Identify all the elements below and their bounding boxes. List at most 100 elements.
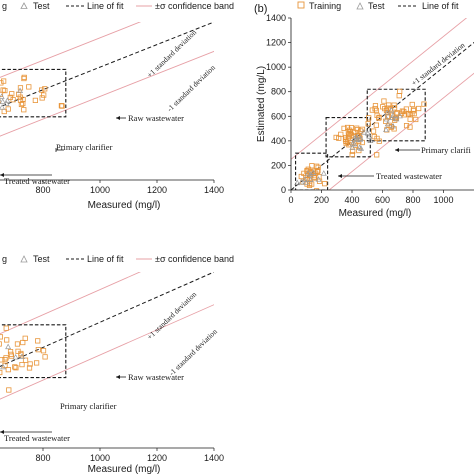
training-point	[370, 128, 377, 134]
training-point	[40, 348, 47, 354]
test-point	[0, 93, 5, 99]
test-point	[358, 145, 365, 151]
training-point	[372, 106, 378, 112]
training-point	[58, 103, 65, 109]
x-tick-label: 1000	[90, 185, 110, 195]
legend-a-fit-label: Line of fit	[87, 1, 124, 11]
training-point	[0, 80, 4, 86]
test-point	[389, 122, 396, 129]
training-point	[421, 101, 427, 107]
x-tick-label: 1400	[204, 185, 224, 195]
training-point	[298, 173, 304, 180]
training-point	[386, 102, 392, 108]
training-point	[366, 115, 372, 121]
treated-arrowhead-c	[0, 430, 4, 434]
training-point	[20, 96, 26, 103]
training-point	[26, 84, 32, 90]
training-point	[374, 152, 380, 158]
y-tick-label: 400	[271, 136, 286, 146]
panel-a: g Test Line of fit ±σ confidence band 40…	[0, 1, 234, 211]
plot-area-c	[0, 272, 214, 400]
training-point	[0, 341, 2, 347]
training-point	[380, 104, 386, 110]
training-point	[0, 369, 3, 376]
training-point	[6, 387, 12, 393]
training-point	[20, 339, 26, 346]
band-lower-line	[0, 304, 214, 400]
training-point	[4, 337, 10, 343]
training-point	[18, 101, 25, 108]
training-point	[365, 121, 371, 127]
test-point	[351, 135, 358, 141]
training-point	[22, 357, 29, 363]
panel-b: (b) Training Test Line of fit 0 200 400 600…	[254, 1, 474, 219]
test-point	[12, 354, 19, 360]
plot-area-a	[0, 22, 214, 137]
training-point	[397, 88, 403, 94]
line-of-fit	[0, 272, 214, 367]
test-point	[384, 109, 391, 116]
training-point	[2, 356, 8, 363]
x-tick-label: 1200	[147, 185, 167, 195]
treated-label-b: Treated wastewater	[376, 171, 442, 181]
y-tick-label: 1400	[266, 13, 286, 23]
training-point	[42, 86, 48, 92]
test-point	[388, 106, 395, 113]
test-point	[17, 87, 24, 94]
primary-arrowhead-b	[395, 148, 399, 152]
band-upper-label-a: +1 standard deviation	[145, 28, 198, 80]
panel-c: g Test Line of fit ±σ confidence band 40…	[0, 254, 234, 474]
test-point	[298, 178, 305, 185]
test-point	[0, 104, 6, 110]
primary-label-b: Primary clarifi	[421, 145, 471, 155]
legend-c-training-label: g	[2, 254, 7, 264]
x-tick-label: 0	[288, 195, 293, 205]
test-point	[18, 353, 25, 359]
raw-label-a: Raw wastewater	[128, 113, 184, 123]
training-point	[391, 126, 397, 132]
training-point	[373, 122, 379, 128]
test-point	[305, 170, 312, 176]
training-point	[27, 361, 33, 367]
region-box-raw	[0, 68, 67, 118]
training-point	[8, 351, 14, 357]
treated-arrowhead-b	[338, 174, 342, 178]
test-point	[396, 112, 403, 119]
training-point	[407, 124, 413, 130]
y-axis-label-b: Estimated (mg/L)	[256, 66, 267, 142]
training-point	[2, 87, 8, 94]
test-point	[349, 140, 356, 147]
test-point	[307, 176, 314, 182]
legend-c: g Test Line of fit ±σ confidence band	[2, 254, 234, 264]
training-point	[354, 127, 361, 133]
test-point	[389, 114, 396, 120]
x-tick-label: 800	[35, 185, 50, 195]
test-point	[0, 363, 7, 370]
training-point	[399, 108, 406, 114]
legend-b: Training Test Line of fit	[297, 1, 459, 11]
x-tick-label: 1000	[433, 195, 453, 205]
band-upper-line	[0, 22, 142, 78]
training-point	[0, 87, 6, 93]
legend-c-band-label: ±σ confidence band	[155, 254, 234, 264]
training-point	[35, 338, 41, 344]
raw-label-c: Raw wastewater	[128, 372, 184, 382]
training-point	[9, 91, 15, 97]
test-point	[302, 179, 309, 185]
training-point	[341, 125, 347, 131]
x-tick-label: 400	[344, 195, 359, 205]
training-point	[5, 106, 11, 112]
training-point	[14, 341, 21, 347]
training-point	[387, 106, 393, 112]
training-point	[26, 365, 33, 371]
training-point	[374, 135, 380, 141]
training-point	[0, 357, 5, 363]
legend-b-test-label: Test	[368, 1, 385, 11]
band-upper-line	[291, 18, 468, 160]
test-point	[384, 120, 391, 127]
y-tick-label: 600	[271, 111, 286, 121]
training-point	[17, 85, 24, 91]
legend-b-training-marker	[297, 1, 305, 9]
training-point	[344, 124, 351, 131]
